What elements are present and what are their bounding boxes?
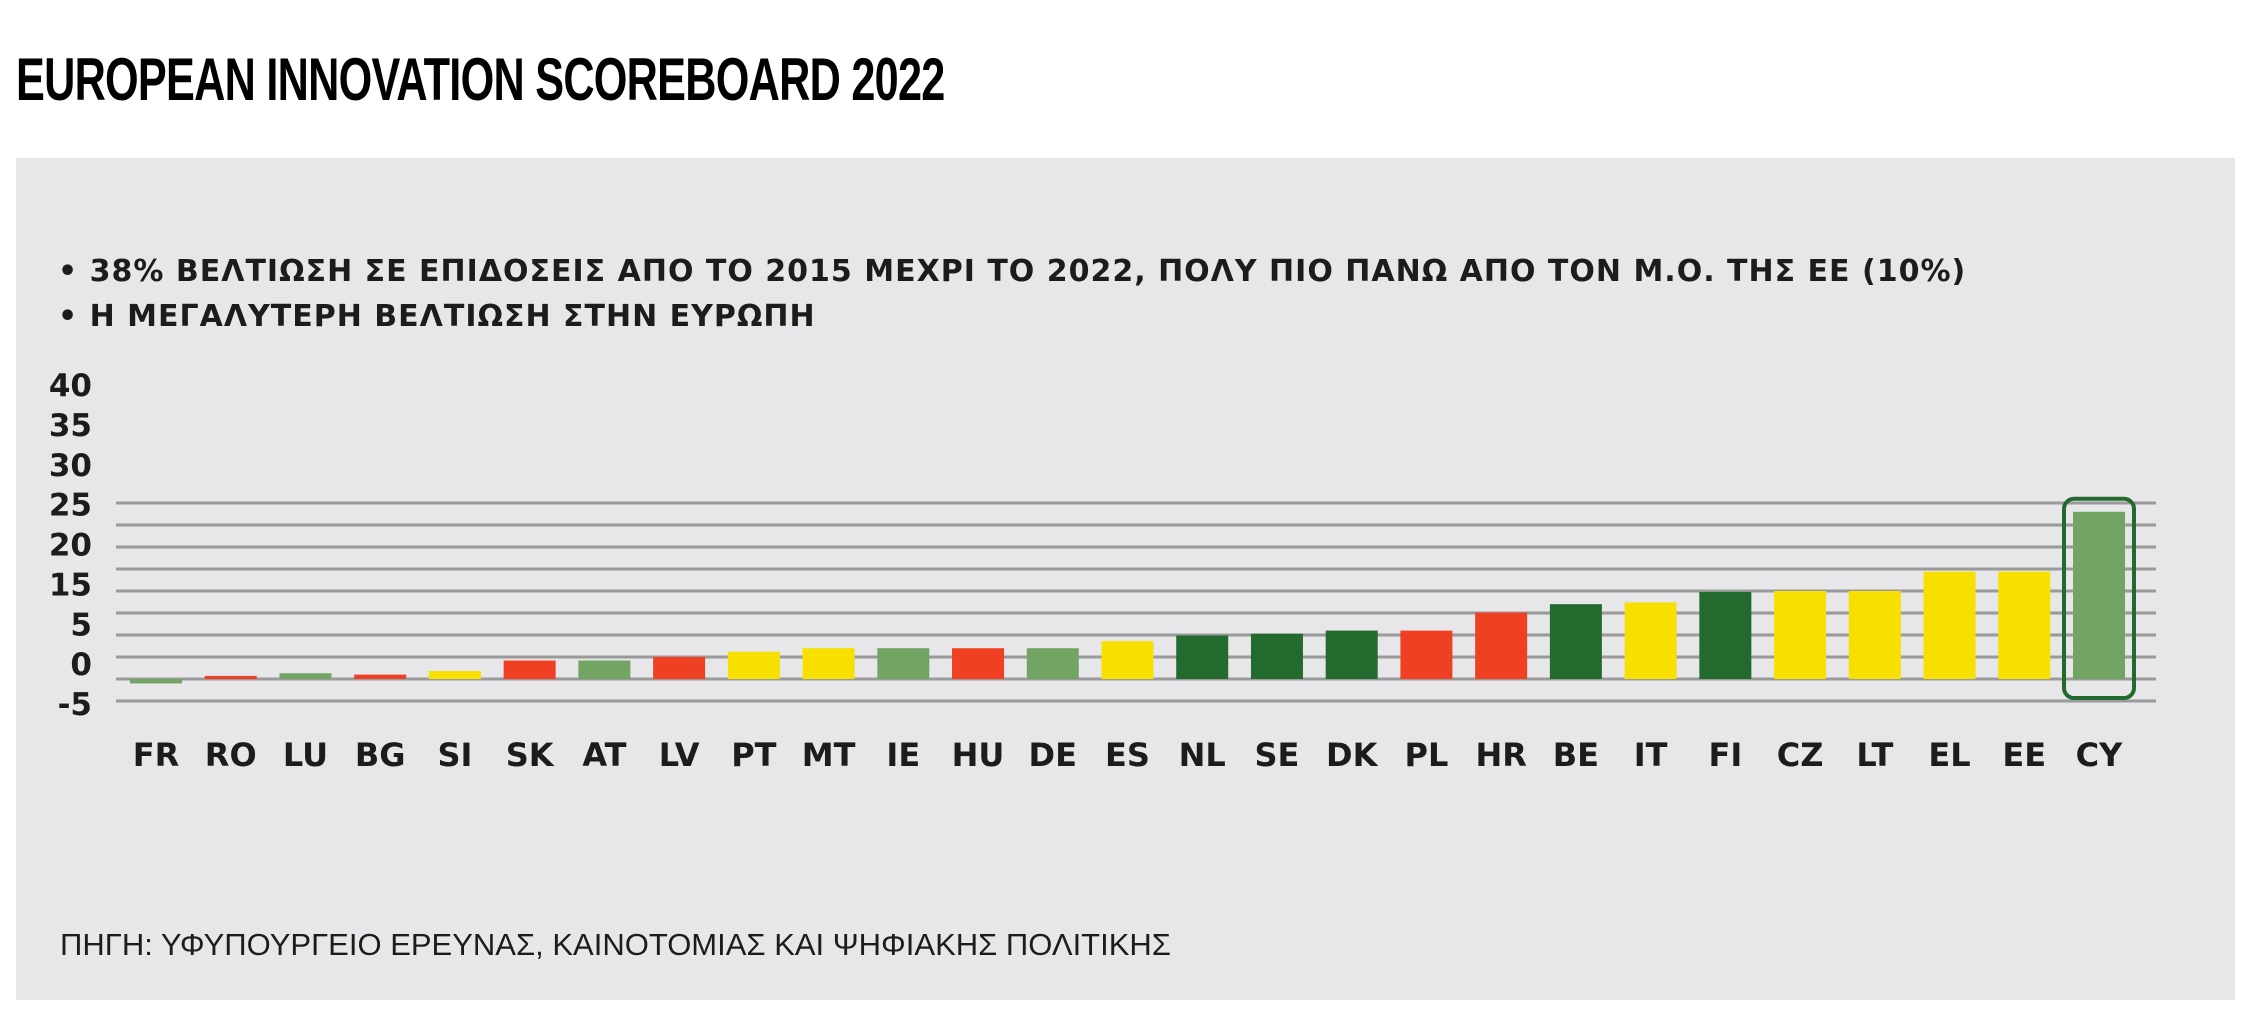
bar-fi xyxy=(1699,591,1752,679)
x-tick-label-hr: HR xyxy=(1475,736,1526,774)
bar-nl xyxy=(1176,635,1229,679)
y-tick-label: 35 xyxy=(49,408,92,444)
bar-fr xyxy=(130,679,182,684)
bar-dk xyxy=(1325,630,1378,679)
y-tick-label: 30 xyxy=(49,448,92,484)
x-tick-label-at: AT xyxy=(582,736,626,774)
x-tick-label-hu: HU xyxy=(952,736,1005,774)
bar-be xyxy=(1549,604,1602,679)
x-tick-label-pt: PT xyxy=(731,736,776,774)
y-tick-label: 25 xyxy=(49,488,92,524)
x-tick-label-bg: BG xyxy=(355,736,406,774)
bar-chart: 40 35 30 25 2015 5 0 -5 FR RO LU BG SI SK AT LV PT MT IE H… xyxy=(49,368,2156,774)
x-axis-ticks: FR RO LU BG SI SK AT LV PT MT IE HU DE ES NL SE DK PL HR BE… xyxy=(133,736,2123,774)
source-note: ΠΗΓΗ: ΥΦΥΠΟΥΡΓΕΙΟ ΕΡΕΥΝΑΣ, ΚΑΙΝΟΤΟΜΙΑΣ Κ… xyxy=(60,927,1171,962)
y-axis-ticks: 40 35 30 25 2015 5 0 -5 xyxy=(49,368,92,723)
bar-sk xyxy=(503,660,556,679)
y-tick-label: -5 xyxy=(58,687,92,723)
bar-de xyxy=(1026,648,1079,679)
x-tick-label-ro: RO xyxy=(205,736,257,774)
bar-hu xyxy=(952,648,1005,679)
x-tick-label-el: EL xyxy=(1928,736,1970,774)
y-tick-label: 15 xyxy=(49,567,92,603)
y-tick-label: 5 xyxy=(70,607,92,643)
y-tick-label: 40 xyxy=(49,368,92,404)
x-tick-label-lt: LT xyxy=(1856,736,1893,774)
bar-at xyxy=(578,660,631,679)
x-tick-label-be: BE xyxy=(1553,736,1599,774)
x-tick-label-se: SE xyxy=(1255,736,1300,774)
x-tick-label-sk: SK xyxy=(506,736,555,774)
bullet-biggest-improvement: • Η ΜΕΓΑΛΥΤΕΡΗ ΒΕΛΤΙΩΣΗ ΣΤΗΝ ΕΥΡΩΠΗ xyxy=(58,299,816,334)
highlight-layer xyxy=(2062,496,2136,700)
bar-lu xyxy=(279,673,332,679)
x-tick-label-mt: MT xyxy=(802,736,856,774)
x-tick-label-fi: FI xyxy=(1708,736,1742,774)
x-tick-label-fr: FR xyxy=(133,736,180,774)
bar-ro xyxy=(204,675,257,679)
x-tick-label-cy: CY xyxy=(2076,736,2123,774)
bars xyxy=(130,511,2125,684)
page-title: EUROPEAN INNOVATION SCOREBOARD 2022 xyxy=(16,46,945,113)
bar-si xyxy=(428,671,481,679)
bar-es xyxy=(1101,641,1154,679)
bar-se xyxy=(1250,633,1303,679)
y-tick-label: 20 xyxy=(49,528,92,564)
x-tick-label-de: DE xyxy=(1029,736,1077,774)
x-tick-label-it: IT xyxy=(1634,736,1668,774)
bar-ee xyxy=(1998,571,2051,679)
x-tick-label-cz: CZ xyxy=(1777,736,1824,774)
highlight-box xyxy=(2062,496,2136,700)
bar-ie xyxy=(877,648,930,679)
x-tick-label-si: SI xyxy=(437,736,472,774)
bar-el xyxy=(1923,571,1976,679)
y-tick-label: 0 xyxy=(70,647,92,683)
x-tick-label-nl: NL xyxy=(1179,736,1226,774)
bar-cz xyxy=(1774,591,1827,679)
bar-it xyxy=(1624,602,1677,679)
bar-lv xyxy=(653,657,706,679)
bar-cy xyxy=(2073,511,2125,679)
bar-bg xyxy=(354,674,407,679)
x-tick-label-ee: EE xyxy=(2002,736,2046,774)
bar-mt xyxy=(802,648,855,679)
x-tick-label-lv: LV xyxy=(659,736,700,774)
x-tick-label-es: ES xyxy=(1105,736,1150,774)
chart-panel: • 38% ΒΕΛΤΙΩΣΗ ΣΕ ΕΠΙΔΟΣΕΙΣ ΑΠΟ ΤΟ 2015 … xyxy=(16,158,2235,1000)
bar-pl xyxy=(1400,630,1453,679)
x-tick-label-dk: DK xyxy=(1326,736,1379,774)
bar-hr xyxy=(1475,612,1528,679)
x-tick-label-lu: LU xyxy=(283,736,328,774)
x-tick-label-ie: IE xyxy=(886,736,920,774)
x-tick-label-pl: PL xyxy=(1405,736,1449,774)
bar-pt xyxy=(727,651,780,679)
bar-lt xyxy=(1848,591,1901,679)
bullet-improvement: • 38% ΒΕΛΤΙΩΣΗ ΣΕ ΕΠΙΔΟΣΕΙΣ ΑΠΟ ΤΟ 2015 … xyxy=(58,254,1967,289)
